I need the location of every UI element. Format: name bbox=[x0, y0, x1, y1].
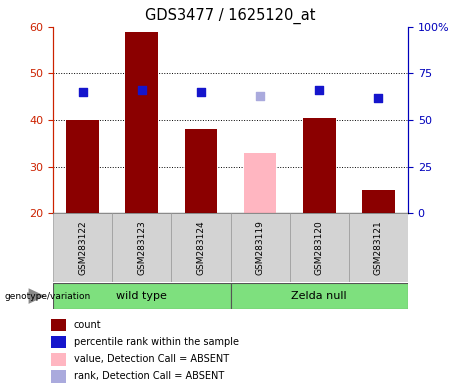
Point bbox=[79, 89, 86, 95]
Bar bbox=[349, 213, 408, 282]
Text: GSM283121: GSM283121 bbox=[374, 220, 383, 275]
Text: GSM283124: GSM283124 bbox=[196, 220, 206, 275]
Bar bbox=[51, 319, 66, 331]
Text: percentile rank within the sample: percentile rank within the sample bbox=[74, 337, 239, 347]
Point bbox=[315, 87, 323, 93]
Point bbox=[197, 89, 205, 95]
Text: GSM283119: GSM283119 bbox=[255, 220, 265, 275]
Text: wild type: wild type bbox=[116, 291, 167, 301]
Bar bbox=[290, 213, 349, 282]
Bar bbox=[125, 31, 158, 213]
Text: GSM283120: GSM283120 bbox=[315, 220, 324, 275]
Text: rank, Detection Call = ABSENT: rank, Detection Call = ABSENT bbox=[74, 371, 224, 381]
Bar bbox=[51, 336, 66, 349]
Text: genotype/variation: genotype/variation bbox=[5, 291, 91, 301]
Point bbox=[375, 94, 382, 101]
Bar bbox=[362, 190, 395, 213]
Bar bbox=[230, 283, 408, 309]
Bar bbox=[112, 213, 171, 282]
Point bbox=[138, 87, 145, 93]
Title: GDS3477 / 1625120_at: GDS3477 / 1625120_at bbox=[145, 8, 316, 24]
Text: Zelda null: Zelda null bbox=[291, 291, 347, 301]
Text: value, Detection Call = ABSENT: value, Detection Call = ABSENT bbox=[74, 354, 229, 364]
Bar bbox=[171, 213, 230, 282]
Bar bbox=[53, 213, 112, 282]
Bar bbox=[230, 213, 290, 282]
Bar bbox=[244, 152, 276, 213]
Text: GSM283123: GSM283123 bbox=[137, 220, 146, 275]
Text: count: count bbox=[74, 320, 101, 330]
Bar bbox=[51, 353, 66, 366]
Bar bbox=[53, 283, 230, 309]
Point bbox=[256, 93, 264, 99]
Bar bbox=[303, 118, 336, 213]
Bar bbox=[51, 370, 66, 382]
Polygon shape bbox=[29, 288, 45, 304]
Bar bbox=[185, 129, 217, 213]
Bar bbox=[66, 120, 99, 213]
Text: GSM283122: GSM283122 bbox=[78, 220, 87, 275]
